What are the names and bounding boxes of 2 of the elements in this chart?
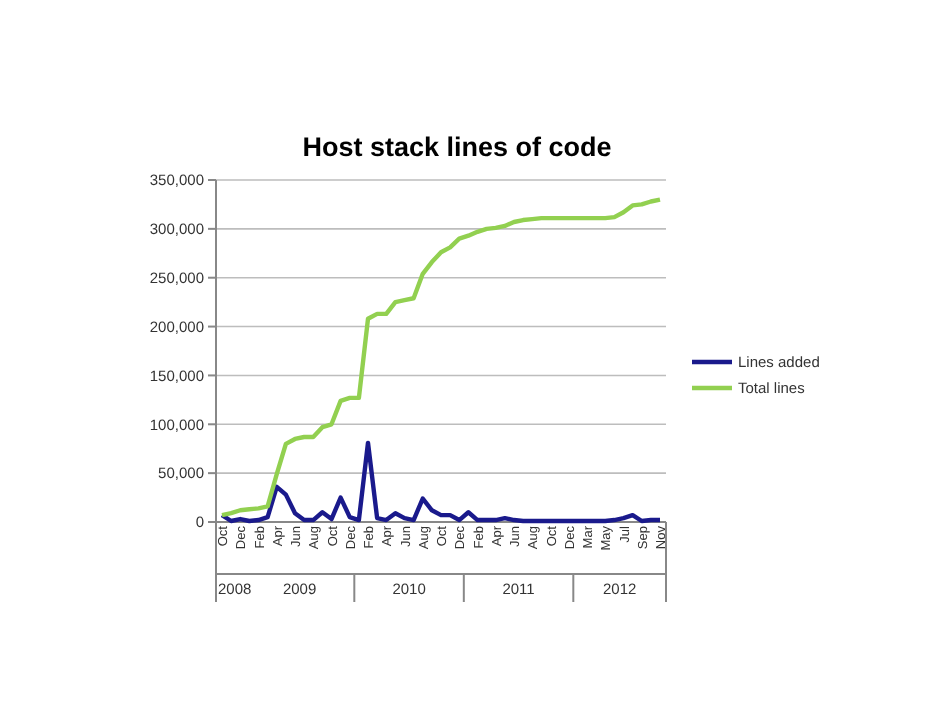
chart-title: Host stack lines of code — [302, 132, 613, 162]
line-series — [219, 197, 663, 518]
